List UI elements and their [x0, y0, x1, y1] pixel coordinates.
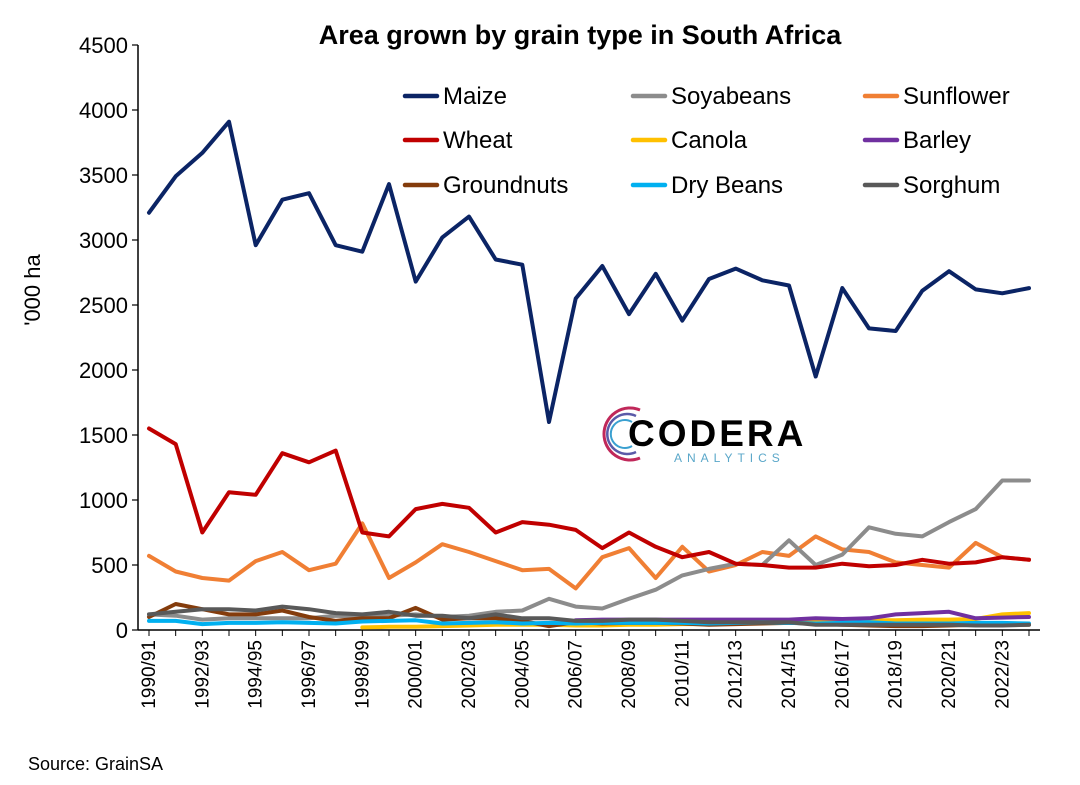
y-tick-label: 0 — [116, 618, 128, 643]
x-tick-label: 2020/21 — [939, 640, 960, 709]
x-tick-label: 1996/97 — [299, 640, 320, 709]
y-tick-label: 3500 — [79, 163, 128, 188]
legend-label: Dry Beans — [671, 172, 783, 199]
x-tick-label: 2016/17 — [832, 640, 853, 709]
series-line-soyabeans — [147, 478, 1031, 622]
legend-label: Maize — [443, 83, 507, 110]
x-tick-label: 2014/15 — [779, 640, 800, 709]
codera-logo: CODERA ANALYTICS — [602, 406, 806, 465]
y-tick-label: 1500 — [79, 423, 128, 448]
y-tick-label: 2500 — [79, 293, 128, 318]
legend-label: Sorghum — [903, 172, 1000, 199]
x-tick-label: 2004/05 — [512, 640, 533, 709]
x-tick-label: 1998/99 — [352, 640, 373, 709]
legend-label: Groundnuts — [443, 172, 568, 199]
legend-label: Canola — [671, 127, 748, 154]
legend: Maize Soyabeans Sunflower Wheat Canola Barley… — [402, 83, 1010, 199]
series-line-wheat — [147, 426, 1031, 570]
y-tick-label: 3000 — [79, 228, 128, 253]
axes: 0 500 1000 1500 2000 2500 3000 3500 4000 4500 1990… — [79, 33, 1040, 709]
y-tick-label: 500 — [91, 553, 128, 578]
series-line-sorghum — [147, 604, 1031, 628]
x-tick-label: 2006/07 — [566, 640, 587, 709]
y-tick-label: 4000 — [79, 98, 128, 123]
series-line-maize — [147, 119, 1031, 424]
legend-label: Wheat — [443, 127, 513, 154]
x-tick-label: 2002/03 — [459, 640, 480, 709]
y-axis-label: '000 ha — [20, 253, 45, 325]
logo-name: CODERA — [628, 413, 806, 454]
x-tick-label: 1990/91 — [139, 640, 160, 709]
x-tick-label: 1992/93 — [192, 640, 213, 709]
legend-label: Barley — [903, 127, 971, 154]
x-tick-label: 2012/13 — [726, 640, 747, 709]
logo-subtitle: ANALYTICS — [674, 451, 785, 465]
y-tick-label: 4500 — [79, 33, 128, 58]
y-tick-label: 2000 — [79, 358, 128, 383]
series-line-sunflower — [147, 521, 1031, 591]
x-tick-label: 2022/23 — [992, 640, 1013, 709]
chart-title: Area grown by grain type in South Africa — [319, 20, 843, 50]
x-tick-label: 2010/11 — [672, 640, 693, 707]
x-tick-label: 2018/19 — [886, 640, 907, 709]
x-tick-label: 2008/09 — [619, 640, 640, 709]
x-tick-label: 2000/01 — [406, 640, 427, 709]
series-layer — [147, 119, 1031, 630]
source-note: Source: GrainSA — [28, 754, 164, 774]
y-tick-label: 1000 — [79, 488, 128, 513]
x-tick-label: 1994/95 — [246, 640, 267, 709]
legend-label: Sunflower — [903, 83, 1010, 110]
legend-label: Soyabeans — [671, 83, 791, 110]
logo-mark-icon — [602, 406, 641, 462]
